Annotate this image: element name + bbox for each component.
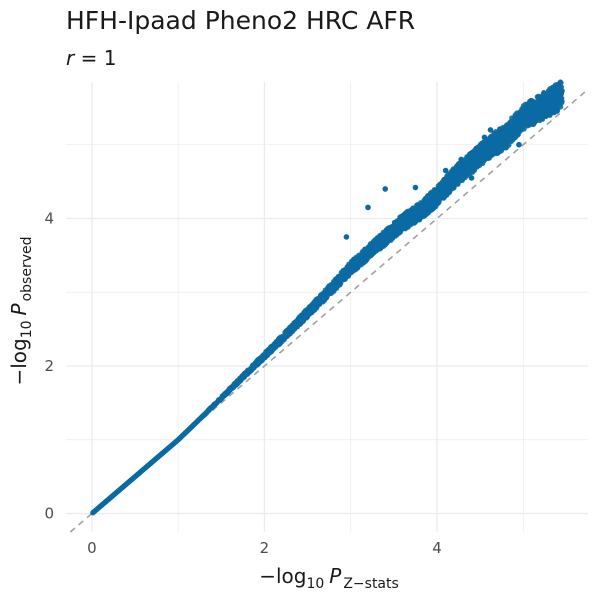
y-axis-label-symbol: P — [7, 302, 31, 315]
subtitle-symbol: r — [66, 46, 75, 70]
subtitle-value: 1 — [103, 46, 117, 70]
y-axis-label-subscript: observed — [19, 236, 35, 301]
y-axis-label: −log10 Pobserved — [7, 236, 35, 385]
data-point-outlier — [382, 186, 389, 192]
x-axis-label-prefix: −log — [259, 564, 306, 588]
y-tick-label: 4 — [44, 209, 54, 227]
data-points — [90, 79, 565, 516]
data-point-outlier — [412, 184, 419, 191]
y-tick-label: 2 — [44, 357, 54, 375]
data-point-outlier — [365, 204, 371, 211]
data-point — [539, 116, 546, 122]
data-point-outlier — [524, 112, 531, 118]
data-point — [559, 88, 565, 94]
chart-subtitle: r = 1 — [66, 46, 116, 70]
x-axis-label: −log10 P Z−stats — [259, 564, 399, 592]
tick-labels: 0 2 4 0 2 4 — [44, 209, 441, 557]
y-axis-label-prefix: −log — [7, 338, 31, 385]
x-tick-label: 0 — [87, 539, 97, 557]
data-point-outlier — [442, 167, 449, 174]
x-tick-label: 2 — [260, 539, 270, 557]
y-axis-label-log-base: 10 — [19, 320, 35, 338]
chart-title: HFH-Ipaad Pheno2 HRC AFR — [66, 6, 416, 35]
data-point-outlier — [481, 134, 488, 141]
x-axis-label-symbol: P — [329, 564, 342, 588]
data-point-outlier — [487, 127, 494, 133]
data-point — [558, 80, 564, 86]
subtitle-operator: = — [80, 46, 98, 70]
data-point-outlier — [343, 234, 350, 240]
data-point-outlier — [516, 141, 522, 148]
x-tick-label: 4 — [432, 539, 442, 557]
data-point — [558, 104, 564, 110]
x-axis-label-subscript: Z−stats — [343, 576, 398, 592]
grid — [66, 82, 588, 532]
data-point-outlier — [458, 156, 464, 163]
data-point-outlier — [468, 175, 475, 181]
y-tick-label: 0 — [44, 505, 54, 523]
data-point — [559, 98, 565, 104]
x-axis-label-log-base: 10 — [306, 576, 324, 592]
data-point-outlier — [507, 119, 514, 126]
